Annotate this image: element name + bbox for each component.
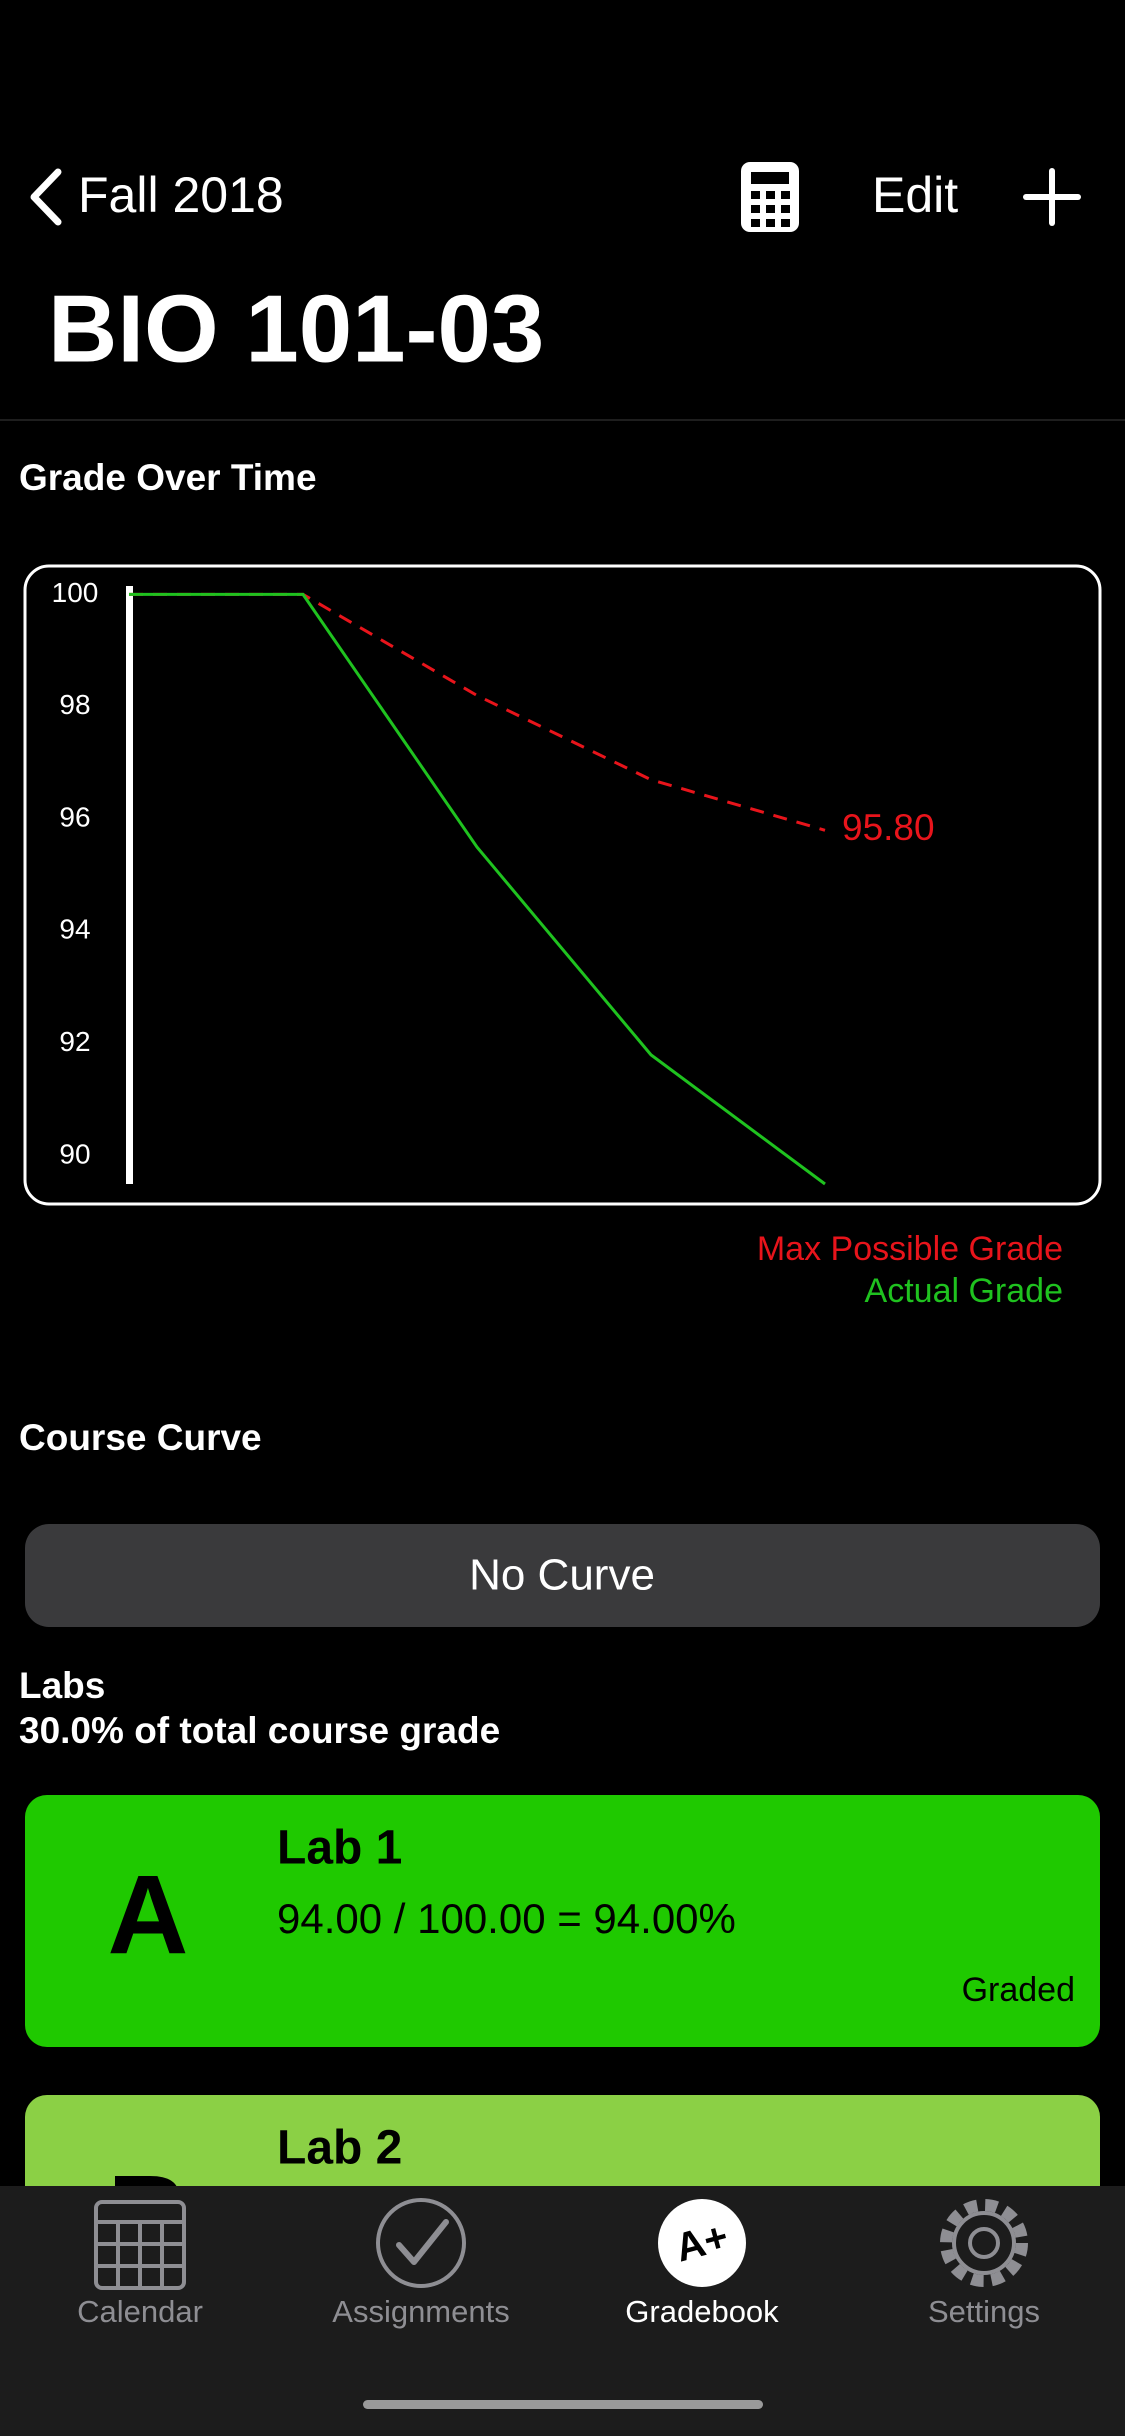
gradebook-icon — [658, 2199, 746, 2287]
separator — [0, 419, 1125, 421]
calculator-screen — [751, 172, 789, 184]
y-tick-label: 94 — [59, 914, 90, 945]
series-line — [129, 592, 826, 832]
calculator-button[interactable] — [741, 162, 799, 232]
page-title: BIO 101-03 — [48, 275, 544, 382]
category-weight: 30.0% of total course grade — [19, 1710, 500, 1751]
chart-frame — [23, 564, 1102, 1206]
letter-grade: A — [108, 1853, 189, 1978]
card-bg — [25, 1795, 1100, 2047]
add-button[interactable] — [1023, 168, 1081, 226]
back-label: Fall 2018 — [78, 167, 284, 223]
category-title: Labs — [19, 1665, 105, 1706]
tab-label[interactable]: Calendar — [77, 2294, 203, 2329]
y-tick-label: 90 — [59, 1138, 90, 1169]
back-button[interactable]: Fall 2018 — [30, 167, 284, 226]
assignment-status: Graded — [962, 1971, 1075, 2009]
edit-button[interactable]: Edit — [872, 167, 958, 223]
y-tick-label: 100 — [52, 577, 99, 608]
section-title: Course Curve — [19, 1417, 262, 1458]
value-label: 95.80 — [842, 807, 935, 848]
calendar-icon — [94, 2200, 186, 2290]
assignments-icon — [376, 2198, 466, 2288]
home-indicator — [363, 2400, 763, 2409]
settings-icon — [940, 2199, 1028, 2287]
tab-label[interactable]: Settings — [928, 2294, 1040, 2329]
assignment-score: 94.00 / 100.00 = 94.00% — [277, 1895, 736, 1942]
legend-entry: Actual Grade — [865, 1272, 1063, 1310]
chevron — [30, 168, 62, 226]
y-tick-label: 92 — [59, 1026, 90, 1057]
y-axis — [126, 586, 133, 1184]
button-bg — [25, 1524, 1100, 1627]
tab-label[interactable]: Gradebook — [625, 2294, 779, 2329]
section-title: Grade Over Time — [19, 457, 317, 498]
curve-button[interactable]: No Curve — [25, 1524, 1100, 1627]
tab-bar — [0, 2186, 1125, 2436]
series-line — [129, 592, 826, 1186]
chart: 90 92 94 96 98 100 95.80 Max Possible Grade Actu… — [52, 577, 1063, 1310]
tab-label[interactable]: Assignments — [332, 2294, 509, 2329]
calculator-keys — [751, 191, 790, 227]
legend-entry: Max Possible Grade — [757, 1230, 1063, 1268]
y-tick-label: 98 — [59, 689, 90, 720]
assignment-name: Lab 1 — [277, 1822, 402, 1875]
button-label: No Curve — [469, 1551, 655, 1600]
assignment-name: Lab 2 — [277, 2122, 402, 2175]
assignment-card[interactable]: A Lab 1 94.00 / 100.00 = 94.00% Graded — [25, 1795, 1100, 2047]
y-tick-label: 96 — [59, 801, 90, 832]
